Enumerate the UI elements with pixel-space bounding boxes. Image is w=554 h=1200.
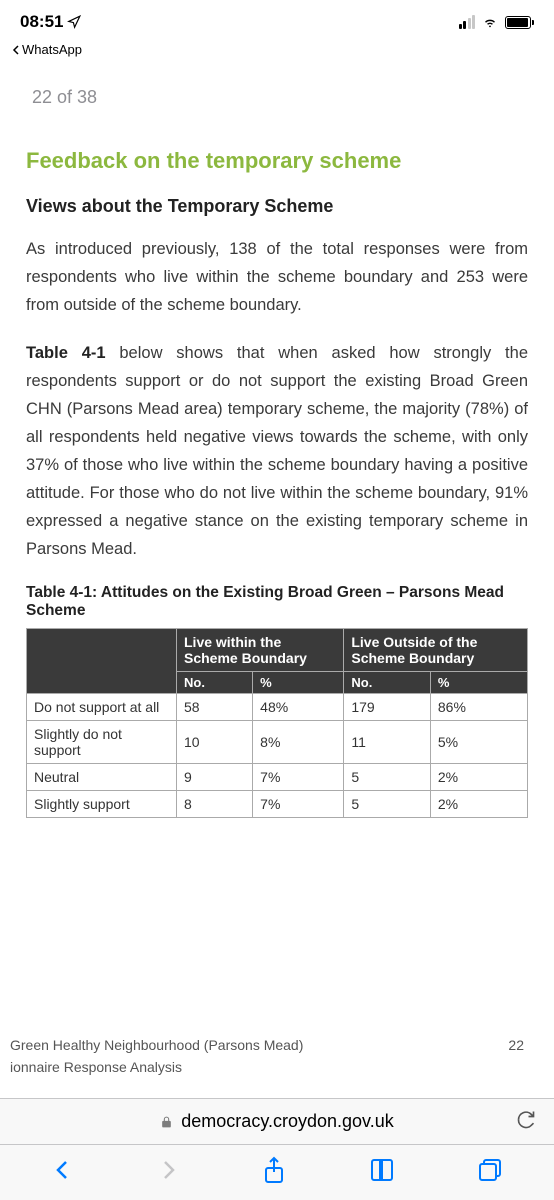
back-button[interactable] (51, 1158, 75, 1187)
subhead-pct: % (253, 671, 344, 693)
cell: 2% (430, 790, 527, 817)
signal-icon (459, 15, 476, 29)
paragraph-2: Table 4-1 below shows that when asked ho… (26, 339, 528, 563)
subhead-no: No. (344, 671, 431, 693)
footer-line1: Green Healthy Neighbourhood (Parsons Mea… (10, 1037, 303, 1053)
table-row: Slightly support 8 7% 5 2% (27, 790, 528, 817)
lock-icon (160, 1114, 173, 1130)
page-counter: 22 of 38 (26, 87, 528, 108)
table-corner (27, 628, 177, 693)
table-row: Slightly do not support 10 8% 11 5% (27, 720, 528, 763)
back-app-label: WhatsApp (22, 42, 82, 57)
bookmarks-button[interactable] (368, 1158, 396, 1187)
cell: 8 (177, 790, 253, 817)
subhead-pct: % (430, 671, 527, 693)
cell: 9 (177, 763, 253, 790)
table-header-within: Live within the Scheme Boundary (177, 628, 344, 671)
share-button[interactable] (262, 1156, 286, 1189)
cell: 58 (177, 693, 253, 720)
table-row: Neutral 9 7% 5 2% (27, 763, 528, 790)
footer-line2: ionnaire Response Analysis (10, 1059, 182, 1075)
cell: 7% (253, 763, 344, 790)
cell: 10 (177, 720, 253, 763)
battery-icon (505, 16, 534, 29)
location-icon (67, 15, 81, 29)
cell: 5 (344, 790, 431, 817)
cell: 2% (430, 763, 527, 790)
document-footer: Green Healthy Neighbourhood (Parsons Mea… (0, 1034, 554, 1079)
cell: 8% (253, 720, 344, 763)
reload-button[interactable] (516, 1109, 536, 1134)
cell: 7% (253, 790, 344, 817)
row-label: Do not support at all (27, 693, 177, 720)
paragraph-1: As introduced previously, 138 of the tot… (26, 235, 528, 319)
document-content: 22 of 38 Feedback on the temporary schem… (0, 57, 554, 818)
browser-toolbar (0, 1144, 554, 1200)
url-text: democracy.croydon.gov.uk (181, 1111, 393, 1132)
cell: 86% (430, 693, 527, 720)
forward-button (156, 1158, 180, 1187)
cell: 5% (430, 720, 527, 763)
row-label: Slightly do not support (27, 720, 177, 763)
status-time: 08:51 (20, 12, 63, 32)
paragraph-2-rest: below shows that when asked how strongly… (26, 344, 528, 558)
attitudes-table: Live within the Scheme Boundary Live Out… (26, 628, 528, 818)
back-to-app[interactable]: WhatsApp (0, 42, 554, 57)
subhead-no: No. (177, 671, 253, 693)
sub-title: Views about the Temporary Scheme (26, 196, 528, 217)
footer-page-number: 22 (508, 1034, 524, 1056)
cell: 179 (344, 693, 431, 720)
row-label: Slightly support (27, 790, 177, 817)
table-header-outside: Live Outside of the Scheme Boundary (344, 628, 528, 671)
section-title: Feedback on the temporary scheme (26, 148, 528, 174)
cell: 11 (344, 720, 431, 763)
url-bar[interactable]: democracy.croydon.gov.uk (0, 1098, 554, 1144)
tabs-button[interactable] (477, 1157, 503, 1188)
row-label: Neutral (27, 763, 177, 790)
table-row: Do not support at all 58 48% 179 86% (27, 693, 528, 720)
cell: 5 (344, 763, 431, 790)
wifi-icon (481, 15, 499, 29)
status-bar: 08:51 (0, 0, 554, 44)
cell: 48% (253, 693, 344, 720)
table-caption: Table 4-1: Attitudes on the Existing Bro… (26, 584, 528, 620)
table-ref-bold: Table 4-1 (26, 344, 106, 362)
